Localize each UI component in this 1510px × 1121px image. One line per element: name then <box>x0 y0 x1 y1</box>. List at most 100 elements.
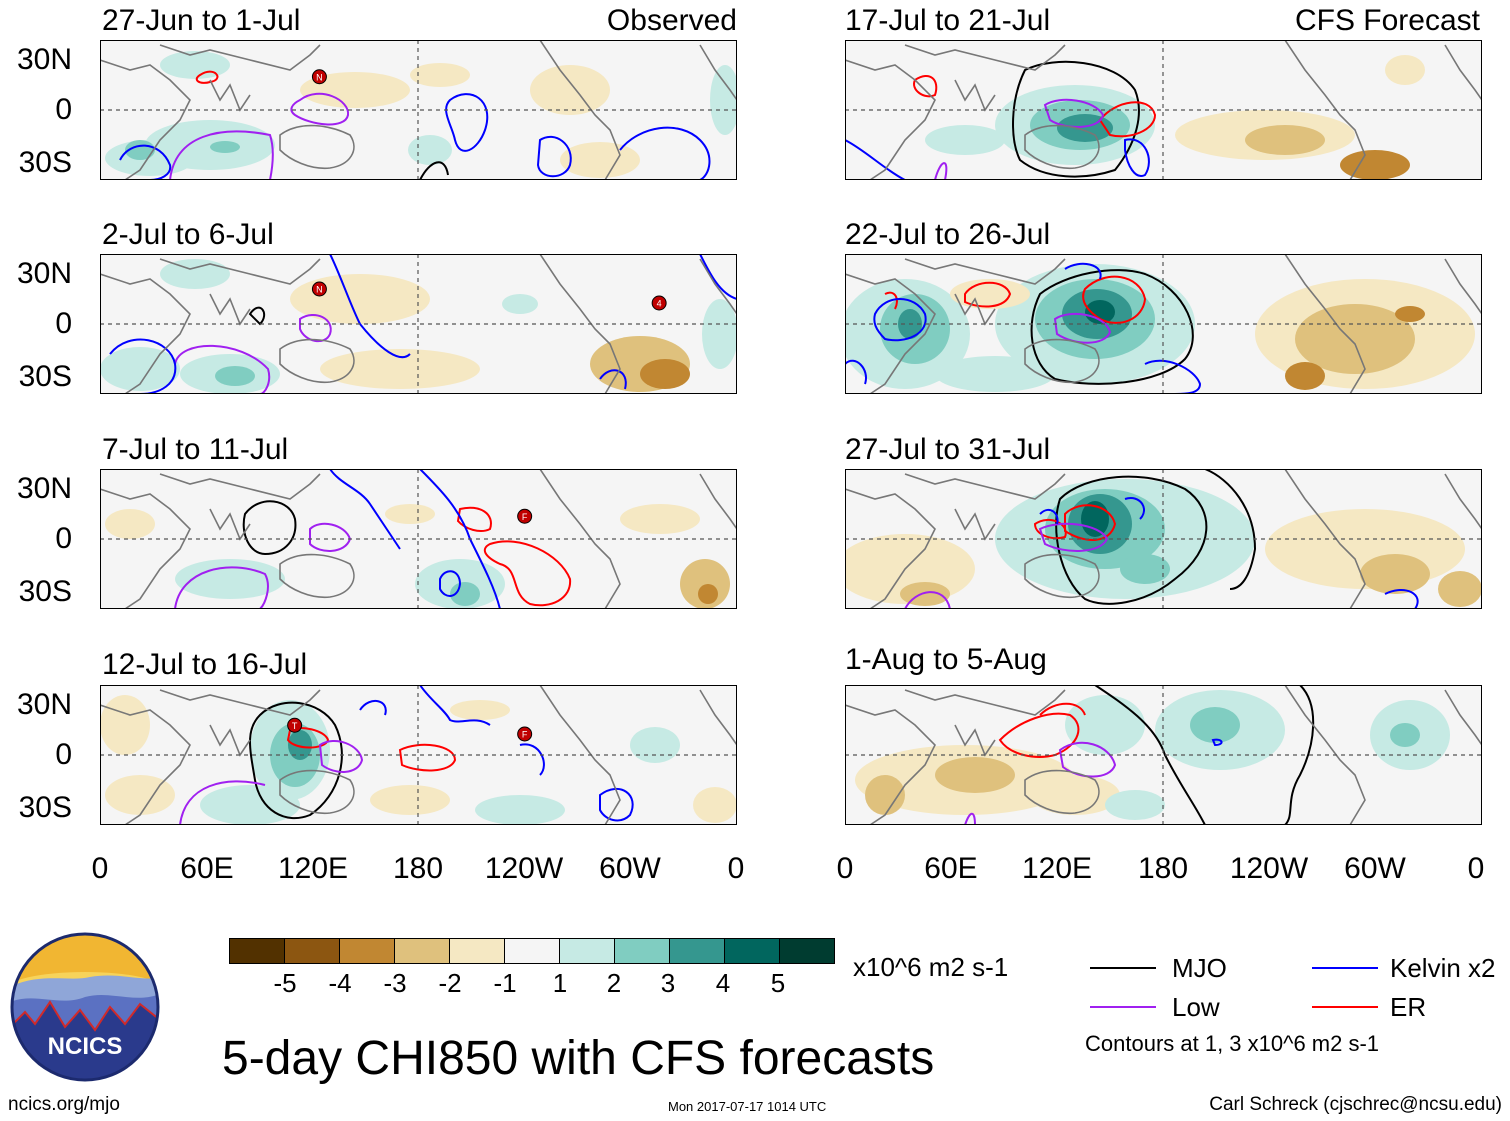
storm-marker-label: F <box>522 512 528 522</box>
lon-label: 0 <box>91 852 109 885</box>
lon-label: 180 <box>392 852 444 885</box>
colorbar-swatch <box>340 939 395 963</box>
storm-marker-label: N <box>316 285 323 295</box>
colorbar-swatch <box>615 939 670 963</box>
storm-marker: N <box>311 281 327 297</box>
lat-label: 0 <box>55 522 72 555</box>
lon-label: 120E <box>277 852 349 885</box>
colorbar-tick: 4 <box>715 968 731 998</box>
map-panel <box>845 254 1482 394</box>
colorbar-swatch <box>725 939 780 963</box>
lon-label: 0 <box>727 852 745 885</box>
map-panel <box>845 40 1482 180</box>
colorbar-swatch <box>505 939 560 963</box>
colorbar-swatch <box>780 939 834 963</box>
colorbar-swatch <box>450 939 505 963</box>
panel-title: 7-Jul to 11-Jul <box>102 433 289 466</box>
lat-label: 30S <box>18 575 72 608</box>
main-title: 5-day CHI850 with CFS forecasts <box>222 1032 935 1085</box>
colorbar-swatch <box>560 939 615 963</box>
legend-label-mjo: MJO <box>1172 953 1227 983</box>
colorbar-tick: -3 <box>383 968 407 998</box>
map-panel: TF <box>100 685 737 825</box>
panel-forecast-2 <box>845 254 1482 394</box>
colorbar-tick: -4 <box>328 968 352 998</box>
lat-label: 0 <box>55 307 72 340</box>
lon-label: 180 <box>1137 852 1189 885</box>
lat-label: 0 <box>55 93 72 126</box>
colorbar-swatch <box>230 939 285 963</box>
map-panel: F <box>100 469 737 609</box>
storm-marker-label: N <box>316 72 323 82</box>
legend-line-kelvin <box>1312 967 1378 969</box>
panel-right-label: CFS Forecast <box>1294 4 1480 37</box>
contour-note: Contours at 1, 3 x10^6 m2 s-1 <box>1085 1031 1380 1056</box>
legend-line-low <box>1090 1006 1156 1008</box>
footer-author: Carl Schreck (cjschrec@ncsu.edu) <box>1209 1094 1502 1115</box>
lon-label: 120E <box>1021 852 1093 885</box>
legend-label-er: ER <box>1390 992 1427 1022</box>
storm-marker-label: 4 <box>657 299 662 309</box>
colorbar-tick: 3 <box>660 968 676 998</box>
panel-observed-1: N <box>100 40 737 180</box>
legend-line-er <box>1312 1006 1378 1008</box>
colorbar-tick: 5 <box>770 968 786 998</box>
colorbar-tick: 1 <box>552 968 568 998</box>
panel-forecast-3 <box>845 469 1482 609</box>
colorbar-swatch <box>395 939 450 963</box>
storm-marker-label: F <box>522 730 528 740</box>
lat-label: 0 <box>55 738 72 771</box>
storm-marker: N <box>311 69 327 85</box>
lon-label: 60W <box>1344 852 1406 885</box>
lat-label: 30S <box>18 146 72 179</box>
colorbar-swatch <box>285 939 340 963</box>
ncics-logo: NCICS <box>10 932 160 1082</box>
lon-label: 0 <box>1467 852 1485 885</box>
lon-label: 120W <box>484 852 564 885</box>
footer-timestamp: Mon 2017-07-17 1014 UTC <box>668 1099 827 1114</box>
lat-label: 30N <box>16 688 72 721</box>
lat-label: 30S <box>18 360 72 393</box>
panel-forecast-4 <box>845 685 1482 825</box>
footer-url: ncics.org/mjo <box>8 1094 120 1115</box>
panel-title: 22-Jul to 26-Jul <box>845 218 1051 251</box>
lon-label: 60E <box>924 852 978 885</box>
lat-label: 30N <box>16 472 72 505</box>
lon-label: 120W <box>1229 852 1309 885</box>
panel-title: 2-Jul to 6-Jul <box>102 218 274 251</box>
legend-line-mjo <box>1090 967 1156 969</box>
lat-label: 30S <box>18 791 72 824</box>
logo-text: NCICS <box>48 1033 123 1060</box>
lat-label: 30N <box>16 257 72 290</box>
map-panel <box>845 469 1482 609</box>
colorbar-tick: -5 <box>273 968 297 998</box>
colorbar-tick: -2 <box>438 968 462 998</box>
panel-observed-3: F <box>100 469 737 609</box>
colorbar-units: x10^6 m2 s-1 <box>853 952 1009 982</box>
panel-title: 17-Jul to 21-Jul <box>845 4 1051 37</box>
storm-marker: F <box>517 508 533 524</box>
panel-forecast-1 <box>845 40 1482 180</box>
panel-right-label: Observed <box>606 4 737 37</box>
storm-marker: F <box>517 726 533 742</box>
panel-title: 27-Jun to 1-Jul <box>102 4 301 37</box>
map-panel: N4 <box>100 254 737 394</box>
colorbar-tick: 2 <box>606 968 622 998</box>
lon-label: 60E <box>180 852 234 885</box>
legend-label-kelvin: Kelvin x2 <box>1390 953 1496 983</box>
colorbar <box>229 938 835 964</box>
storm-marker-label: T <box>292 721 298 731</box>
lat-label: 30N <box>16 43 72 76</box>
map-panel <box>845 685 1482 825</box>
panel-title: 27-Jul to 31-Jul <box>845 433 1051 466</box>
panel-title: 1-Aug to 5-Aug <box>845 643 1047 676</box>
legend-label-low: Low <box>1172 992 1220 1022</box>
lon-label: 60W <box>599 852 661 885</box>
map-panel: N <box>100 40 737 180</box>
colorbar-swatch <box>670 939 725 963</box>
colorbar-tick: -1 <box>493 968 517 998</box>
storm-marker: 4 <box>651 295 667 311</box>
storm-marker: T <box>287 717 303 733</box>
